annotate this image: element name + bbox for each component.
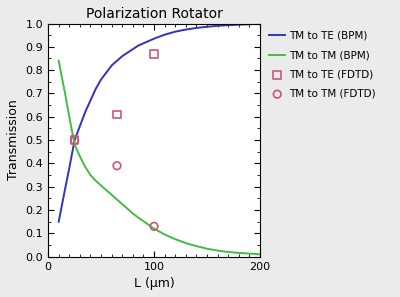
TM to TM (BPM) bbox=[99, 184, 104, 187]
TM to TE (FDTD) bbox=[114, 112, 120, 117]
TM to TE (BPM) bbox=[93, 87, 98, 91]
TM to TM (BPM) bbox=[83, 165, 88, 169]
TM to TE (BPM) bbox=[173, 30, 178, 34]
TM to TM (BPM) bbox=[60, 75, 64, 79]
TM to TE (BPM) bbox=[72, 138, 77, 142]
TM to TM (BPM) bbox=[78, 155, 82, 158]
TM to TE (BPM) bbox=[136, 44, 140, 48]
TM to TE (BPM) bbox=[162, 33, 167, 37]
TM to TM (FDTD) bbox=[114, 163, 120, 168]
TM to TM (BPM) bbox=[93, 179, 98, 183]
TM to TM (BPM) bbox=[226, 250, 231, 254]
TM to TE (BPM) bbox=[104, 71, 109, 74]
TM to TM (BPM) bbox=[125, 207, 130, 211]
TM to TE (BPM) bbox=[184, 28, 188, 31]
TM to TM (BPM) bbox=[56, 59, 61, 63]
TM to TM (BPM) bbox=[184, 241, 188, 245]
TM to TM (BPM) bbox=[109, 193, 114, 197]
X-axis label: L (μm): L (μm) bbox=[134, 277, 174, 290]
TM to TE (FDTD) bbox=[151, 51, 157, 56]
TM to TM (BPM) bbox=[152, 227, 156, 230]
TM to TM (BPM) bbox=[162, 233, 167, 236]
TM to TM (BPM) bbox=[104, 188, 109, 192]
TM to TE (BPM) bbox=[226, 23, 231, 27]
TM to TE (FDTD) bbox=[71, 138, 78, 143]
TM to TE (BPM) bbox=[78, 124, 82, 128]
TM to TE (BPM) bbox=[67, 166, 72, 170]
TM to TM (BPM) bbox=[258, 252, 262, 256]
TM to TE (BPM) bbox=[141, 42, 146, 45]
Legend: TM to TE (BPM), TM to TM (BPM), TM to TE (FDTD), TM to TM (FDTD): TM to TE (BPM), TM to TM (BPM), TM to TE… bbox=[267, 29, 378, 101]
TM to TM (FDTD) bbox=[71, 138, 78, 143]
TM to TE (BPM) bbox=[60, 203, 64, 207]
TM to TE (BPM) bbox=[56, 220, 61, 223]
TM to TE (BPM) bbox=[125, 51, 130, 54]
TM to TE (BPM) bbox=[194, 26, 199, 30]
TM to TE (BPM) bbox=[236, 23, 241, 26]
TM to TM (FDTD) bbox=[151, 224, 157, 229]
TM to TM (BPM) bbox=[194, 244, 199, 248]
TM to TM (BPM) bbox=[236, 251, 241, 255]
Line: TM to TM (BPM): TM to TM (BPM) bbox=[59, 61, 260, 254]
TM to TE (BPM) bbox=[109, 64, 114, 67]
TM to TM (BPM) bbox=[215, 249, 220, 252]
TM to TM (BPM) bbox=[146, 223, 151, 227]
TM to TE (BPM) bbox=[205, 25, 210, 29]
TM to TE (BPM) bbox=[99, 78, 104, 81]
TM to TM (BPM) bbox=[130, 212, 135, 215]
Title: Polarization Rotator: Polarization Rotator bbox=[86, 7, 222, 21]
TM to TM (BPM) bbox=[88, 173, 93, 177]
TM to TM (BPM) bbox=[173, 237, 178, 241]
TM to TM (BPM) bbox=[114, 198, 119, 201]
TM to TE (BPM) bbox=[120, 54, 125, 58]
TM to TE (BPM) bbox=[63, 187, 68, 191]
TM to TE (BPM) bbox=[88, 99, 93, 102]
TM to TM (BPM) bbox=[67, 115, 72, 119]
TM to TE (BPM) bbox=[83, 110, 88, 114]
TM to TM (BPM) bbox=[141, 219, 146, 223]
TM to TM (BPM) bbox=[72, 143, 77, 146]
TM to TE (BPM) bbox=[130, 47, 135, 51]
TM to TM (BPM) bbox=[247, 252, 252, 255]
TM to TE (BPM) bbox=[215, 24, 220, 28]
TM to TM (BPM) bbox=[205, 247, 210, 250]
Line: TM to TE (BPM): TM to TE (BPM) bbox=[59, 24, 260, 222]
TM to TM (BPM) bbox=[120, 202, 125, 206]
TM to TM (BPM) bbox=[136, 216, 140, 219]
TM to TE (BPM) bbox=[247, 22, 252, 26]
Y-axis label: Transmission: Transmission bbox=[7, 100, 20, 181]
TM to TM (BPM) bbox=[63, 92, 68, 95]
TM to TE (BPM) bbox=[146, 39, 151, 43]
TM to TE (BPM) bbox=[258, 22, 262, 26]
TM to TE (BPM) bbox=[114, 59, 119, 63]
TM to TE (BPM) bbox=[152, 37, 156, 40]
